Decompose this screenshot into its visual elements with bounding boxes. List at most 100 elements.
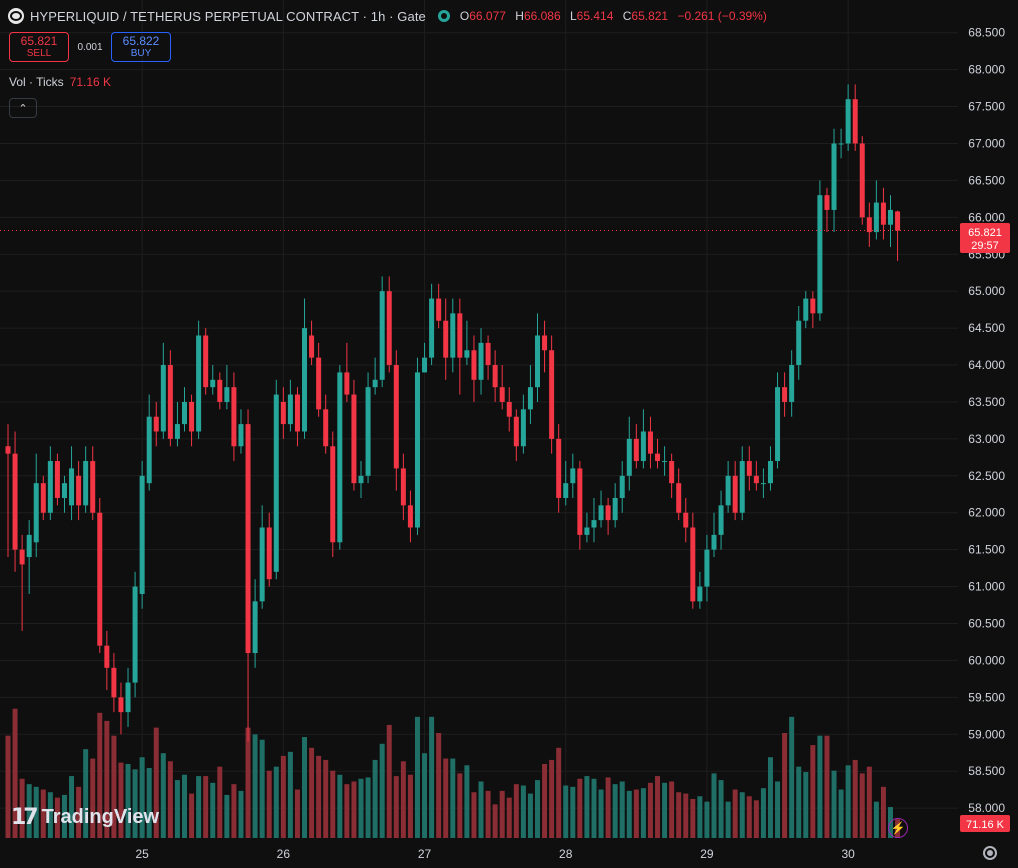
price-tick-label: 61.000 bbox=[968, 580, 1005, 594]
high-label: H bbox=[515, 9, 524, 23]
volume-bar bbox=[224, 794, 230, 838]
candle-body bbox=[570, 468, 576, 484]
volume-bar bbox=[478, 781, 484, 838]
symbol-title[interactable]: HYPERLIQUID / TETHERUS PERPETUAL CONTRAC… bbox=[30, 8, 426, 24]
buy-button[interactable]: 65.822 BUY bbox=[111, 32, 171, 62]
candle-body bbox=[782, 387, 788, 402]
candle-body bbox=[584, 527, 590, 535]
candle-body bbox=[485, 342, 491, 366]
candle-body bbox=[76, 475, 82, 506]
volume-bar bbox=[753, 800, 759, 838]
current-price-badge-countdown: 29:57 bbox=[971, 240, 999, 252]
change-value: −0.261 (−0.39%) bbox=[677, 9, 767, 23]
tradingview-logo[interactable]: 17 TradingView bbox=[11, 805, 159, 830]
candle-body bbox=[499, 387, 505, 402]
volume-bar bbox=[859, 773, 865, 838]
candle-body bbox=[647, 431, 653, 454]
candle-body bbox=[266, 527, 272, 580]
candle-body bbox=[33, 483, 39, 543]
candle-body bbox=[633, 438, 639, 462]
volume-bar bbox=[817, 735, 823, 838]
volume-bar bbox=[612, 784, 618, 838]
candle-body bbox=[429, 298, 435, 358]
candle-body bbox=[167, 365, 173, 439]
price-tick-label: 67.000 bbox=[968, 136, 1005, 150]
candle-body bbox=[866, 217, 872, 233]
volume-bar bbox=[662, 782, 668, 838]
candle-body bbox=[535, 335, 540, 388]
candle-body bbox=[669, 461, 675, 484]
sell-button[interactable]: 65.821 SELL bbox=[9, 32, 69, 62]
candle-body bbox=[520, 409, 526, 447]
volume-bar bbox=[210, 782, 216, 838]
candle-body bbox=[443, 320, 449, 358]
symbol-logo-icon[interactable] bbox=[8, 8, 24, 24]
candle-body bbox=[217, 379, 223, 402]
price-tick-label: 60.000 bbox=[968, 653, 1005, 667]
volume-bar bbox=[789, 716, 795, 838]
market-status-icon bbox=[437, 10, 450, 22]
volume-bar bbox=[845, 765, 851, 838]
collapse-chevron-icon[interactable]: ⌃ bbox=[9, 98, 37, 118]
volume-bar bbox=[231, 784, 237, 838]
ohlc-values: O66.077 H66.086 L65.414 C65.821 −0.261 (… bbox=[460, 9, 773, 23]
candle-body bbox=[294, 394, 300, 432]
volume-bar bbox=[739, 792, 745, 838]
volume-bar bbox=[47, 792, 53, 838]
tradingview-logo-icon: 17 bbox=[11, 805, 39, 830]
volume-bar bbox=[831, 770, 837, 838]
volume-bar bbox=[718, 780, 724, 838]
volume-legend[interactable]: Vol · Ticks 71.16 K bbox=[9, 75, 111, 89]
candle-body bbox=[513, 416, 519, 447]
volume-bar bbox=[400, 761, 406, 838]
candle-body bbox=[577, 468, 583, 535]
candle-body bbox=[238, 424, 244, 447]
candle-body bbox=[104, 645, 110, 668]
volume-legend-value: 71.16 K bbox=[69, 75, 112, 89]
chart-legend-header: HYPERLIQUID / TETHERUS PERPETUAL CONTRAC… bbox=[8, 6, 773, 26]
candle-body bbox=[330, 446, 336, 543]
candle-body bbox=[556, 438, 562, 498]
candle-body bbox=[549, 350, 555, 439]
price-tick-label: 59.000 bbox=[968, 727, 1005, 741]
candle-body bbox=[372, 379, 378, 388]
volume-bar bbox=[880, 786, 886, 838]
time-tick-label: 27 bbox=[418, 847, 432, 861]
volume-bar bbox=[852, 759, 858, 838]
volume-bar bbox=[316, 755, 322, 838]
candle-body bbox=[245, 424, 251, 654]
candle-body bbox=[379, 291, 385, 380]
lightning-icon[interactable]: ⚡ bbox=[888, 818, 908, 838]
candle-body bbox=[831, 143, 837, 210]
volume-bar bbox=[542, 763, 548, 838]
candle-body bbox=[90, 461, 96, 513]
volume-bar bbox=[351, 781, 357, 838]
price-tick-label: 62.500 bbox=[968, 469, 1005, 483]
volume-bar bbox=[775, 781, 781, 838]
candle-body bbox=[132, 586, 138, 683]
volume-bar bbox=[90, 758, 96, 838]
price-tick-label: 68.500 bbox=[968, 26, 1005, 40]
candle-body bbox=[873, 202, 879, 233]
candle-body bbox=[845, 99, 851, 144]
volume-badge bbox=[960, 815, 1010, 832]
candle-body bbox=[591, 520, 597, 528]
volume-bar bbox=[535, 780, 540, 838]
settings-icon[interactable] bbox=[983, 846, 997, 860]
buy-label: BUY bbox=[130, 48, 152, 59]
volume-bar bbox=[280, 755, 286, 838]
volume-bar bbox=[132, 769, 138, 838]
axis-badges: 65.821 29:57 71.16 K bbox=[960, 223, 1010, 832]
candle-body bbox=[118, 697, 124, 713]
candle-body bbox=[231, 387, 237, 447]
price-tick-label: 68.000 bbox=[968, 63, 1005, 77]
candle-body bbox=[888, 209, 893, 225]
candle-body bbox=[640, 431, 646, 462]
candle-body bbox=[189, 401, 195, 432]
candle-body bbox=[789, 365, 795, 402]
volume-bar bbox=[690, 798, 696, 838]
open-value: 66.077 bbox=[469, 9, 506, 23]
volume-bar bbox=[203, 776, 209, 838]
candle-body bbox=[824, 195, 830, 210]
